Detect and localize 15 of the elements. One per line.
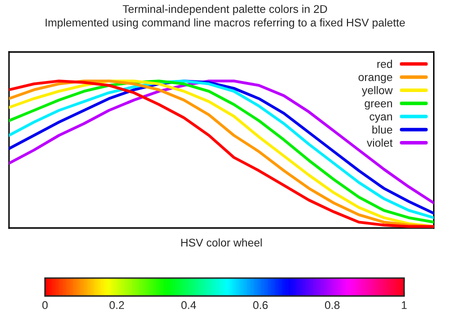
legend-label: blue [372, 125, 392, 134]
x-axis-title: HSV color wheel [181, 238, 262, 247]
color-bar-label: 0.4 [181, 301, 196, 310]
legend-label: red [377, 60, 392, 68]
legend-label: orange [358, 74, 392, 84]
color-bar-label: 0.2 [110, 301, 124, 310]
color-bar-label: 0 [42, 301, 48, 310]
color-bar-label: 0.8 [324, 301, 340, 310]
color-bar-label: 1 [402, 301, 407, 309]
color-bar-label: 0.6 [253, 301, 268, 310]
legend-label: yellow [362, 86, 393, 96]
legend-label: cyan [370, 114, 392, 123]
legend-label: green [364, 101, 392, 110]
legend-label: violet [366, 138, 393, 147]
chart-title: Terminal-independent palette colors in 2D Implemented using command line macros referring to a fixed HSV palette [46, 4, 405, 29]
